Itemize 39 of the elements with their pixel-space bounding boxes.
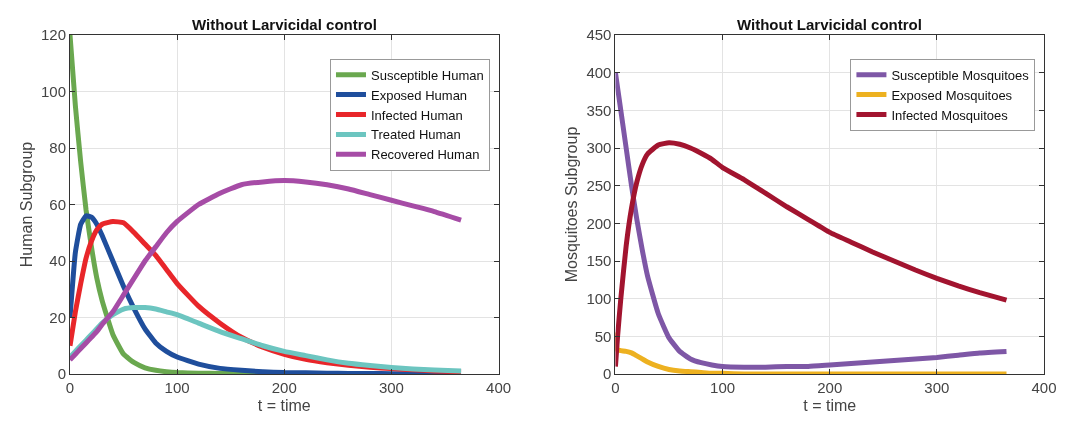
x-tick-label: 100	[710, 379, 736, 396]
legend-label: Susceptible Human	[370, 67, 484, 83]
legend-label: Recovered Human	[370, 147, 480, 163]
chart-title: Without Larvicidal control	[192, 16, 377, 33]
y-axis-title: Mosquitoes Subgroup	[563, 126, 581, 283]
y-tick-label: 100	[40, 82, 66, 100]
x-tick-label: 300	[924, 379, 950, 396]
y-axis-title: Human Subgroup	[17, 141, 35, 268]
y-tick-label: 20	[49, 308, 66, 326]
x-tick-label: 400	[1031, 379, 1057, 396]
x-axis-title: t = time	[803, 396, 857, 414]
legend-label: Exposed Human	[370, 87, 468, 103]
y-tick-label: 0	[603, 365, 612, 383]
chart-title: Without Larvicidal control	[737, 16, 922, 33]
y-tick-label: 150	[586, 252, 612, 270]
legend-label: Infected Mosquitoes	[891, 107, 1009, 123]
x-tick-label: 200	[271, 379, 297, 396]
y-tick-label: 400	[586, 63, 612, 81]
x-tick-label: 200	[817, 379, 843, 396]
y-tick-label: 300	[586, 139, 612, 157]
y-tick-label: 250	[586, 176, 612, 194]
legend-label: Treated Human	[370, 127, 461, 143]
x-tick-label: 300	[378, 379, 404, 396]
y-tick-label: 100	[586, 289, 612, 307]
legend-label: Infected Human	[370, 107, 463, 123]
y-tick-label: 350	[586, 101, 612, 119]
y-tick-label: 450	[586, 26, 612, 44]
y-tick-label: 80	[49, 139, 66, 157]
y-tick-label: 50	[594, 327, 612, 345]
legend-label: Susceptible Mosquitoes	[891, 67, 1030, 83]
y-tick-label: 40	[49, 252, 66, 270]
x-axis-title: t = time	[257, 396, 311, 414]
legend-label: Exposed Mosquitoes	[891, 87, 1013, 103]
x-tick-label: 100	[164, 379, 190, 396]
y-tick-label: 0	[57, 365, 66, 383]
y-tick-label: 120	[40, 26, 66, 44]
x-tick-label: 400	[486, 379, 512, 396]
y-tick-label: 60	[49, 195, 66, 213]
y-tick-label: 200	[586, 214, 612, 232]
